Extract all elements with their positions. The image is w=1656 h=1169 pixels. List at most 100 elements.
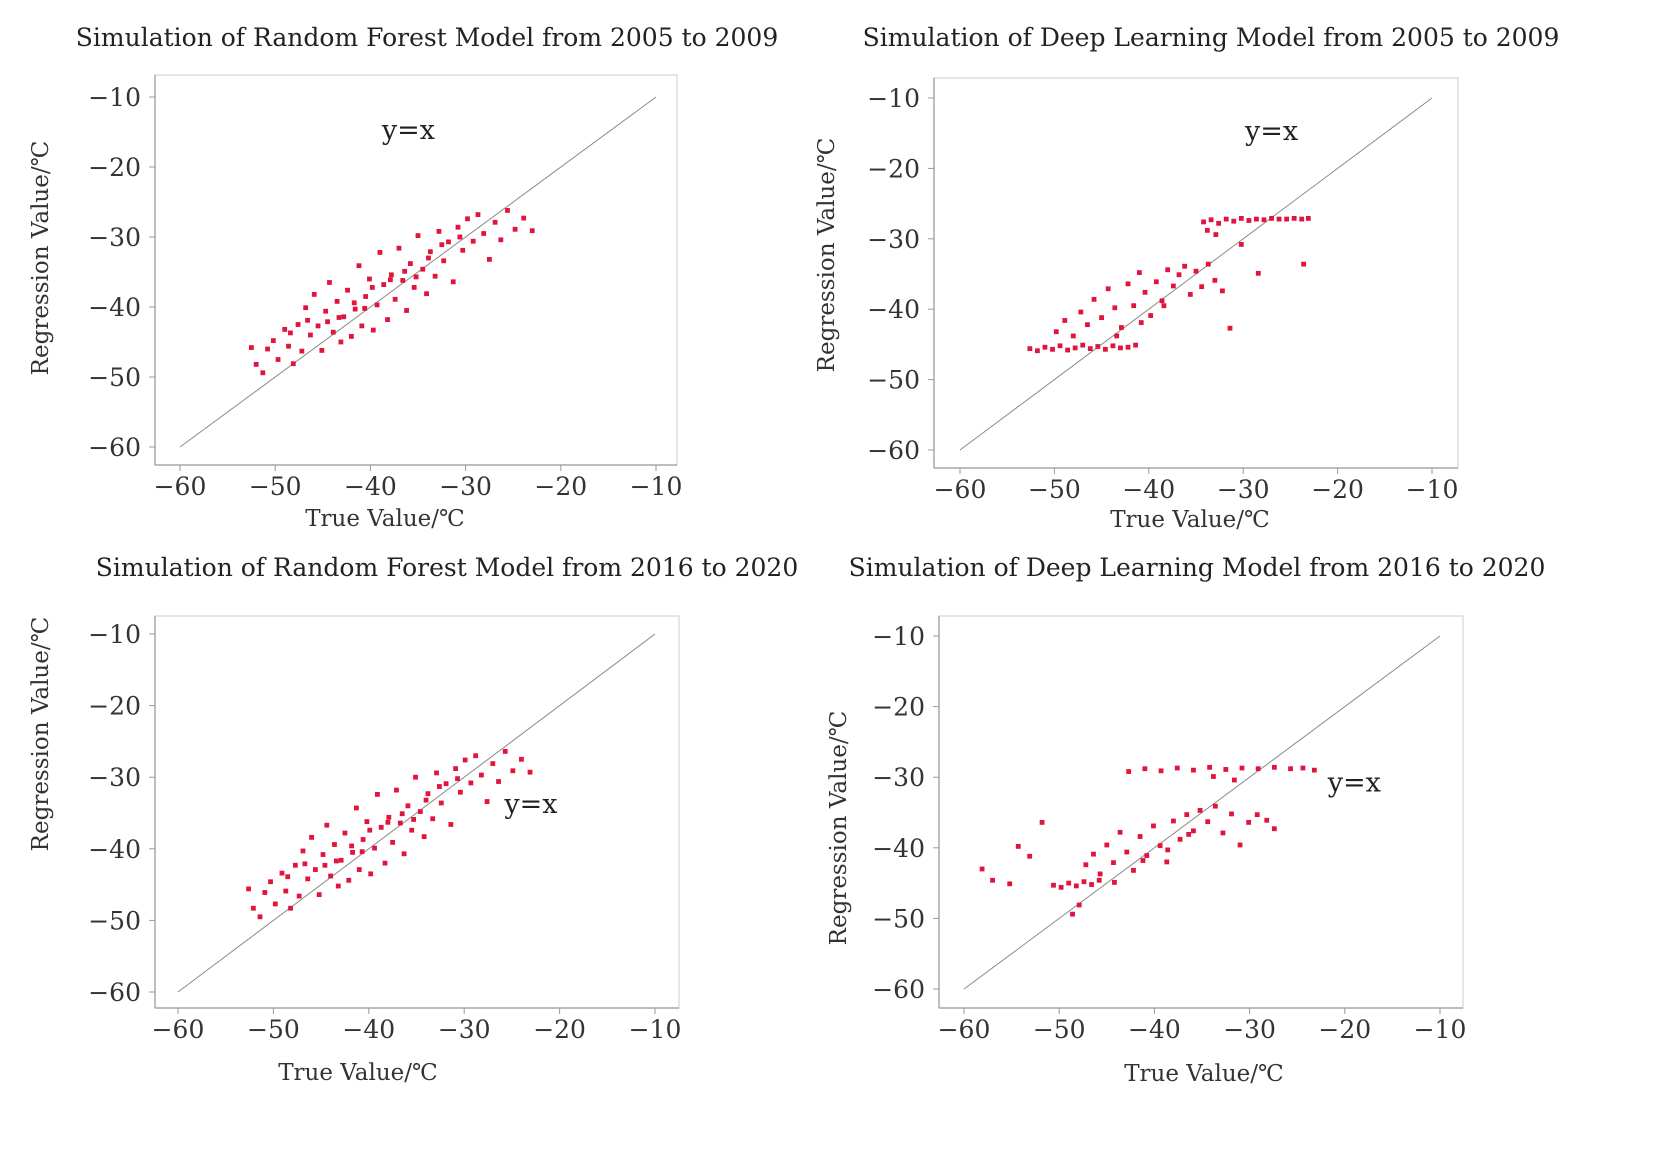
scatter-point: [1288, 766, 1293, 772]
scatter-point: [385, 317, 390, 322]
scatter-point: [1177, 836, 1183, 842]
reference-line-label: y=x: [1244, 116, 1298, 147]
scatter-point: [1087, 346, 1093, 352]
scatter-point: [1220, 830, 1226, 836]
scatter-point: [1269, 215, 1274, 221]
scatter-point: [1112, 305, 1118, 311]
scatter-point: [1027, 853, 1033, 859]
scatter-point: [413, 274, 419, 280]
x-tick-label: −20: [1318, 1015, 1371, 1044]
scatter-point: [462, 757, 468, 763]
scatter-point: [282, 327, 288, 332]
scatter-point: [370, 327, 376, 333]
scatter-point: [356, 867, 362, 872]
scatter-point: [512, 226, 518, 232]
y-axis-label: Regression Value/℃: [28, 141, 54, 376]
y-tick-label: −20: [88, 153, 141, 182]
scatter-point: [1057, 343, 1063, 349]
scatter-point: [272, 901, 278, 907]
y-tick-label: −30: [872, 763, 925, 792]
scatter-point: [308, 332, 313, 338]
scatter-point: [360, 837, 366, 842]
chart-title: Simulation of Random Forest Model from 2…: [76, 23, 778, 52]
x-axis-label: True Value/℃: [278, 1060, 438, 1086]
scatter-point: [1112, 879, 1117, 885]
scatter-point: [1125, 344, 1131, 350]
scatter-point: [336, 315, 342, 320]
scatter-point: [397, 820, 403, 826]
x-tick-label: −40: [342, 1015, 395, 1044]
y-tick-label: −30: [867, 225, 920, 254]
chart-panel-dl-2005-2009: Simulation of Deep Learning Model from 2…: [814, 0, 1656, 584]
scatter-point: [303, 305, 309, 311]
scatter-point: [1035, 348, 1040, 354]
scatter-point: [334, 299, 340, 304]
scatter-chart-rf-2005-2009: Simulation of Random Forest Model from 2…: [28, 23, 778, 532]
scatter-point: [394, 787, 399, 793]
scatter-point: [399, 811, 405, 817]
scatter-point: [432, 273, 438, 279]
scatter-point: [1246, 218, 1252, 223]
x-tick-label: −20: [533, 1015, 586, 1044]
scatter-point: [1058, 884, 1064, 890]
reference-line-y-equals-x: [177, 633, 656, 993]
scatter-point: [502, 749, 508, 754]
scatter-point: [411, 817, 417, 822]
scatter-point: [1271, 826, 1277, 832]
y-axis-label: Regression Value/℃: [28, 617, 54, 852]
x-tick-label: −10: [1406, 475, 1459, 504]
y-tick-label: −50: [872, 904, 925, 933]
scatter-point: [455, 224, 461, 230]
scatter-point: [386, 814, 392, 820]
scatter-point: [1131, 867, 1136, 873]
scatter-point: [1238, 215, 1244, 221]
scatter-point: [387, 277, 393, 283]
scatter-point: [1261, 217, 1267, 223]
scatter-point: [457, 234, 463, 240]
scatter-point: [1140, 858, 1146, 863]
scatter-point: [1223, 767, 1229, 772]
scatter-point: [305, 317, 310, 323]
y-tick-label: −20: [867, 154, 920, 183]
scatter-point: [392, 296, 398, 302]
scatter-point: [305, 876, 311, 882]
scatter-point: [1171, 818, 1176, 824]
scatter-point: [439, 242, 445, 248]
chart-title: Simulation of Random Forest Model from 2…: [96, 553, 798, 582]
scatter-point: [309, 834, 314, 840]
scatter-chart-rf-2016-2020: Simulation of Random Forest Model from 2…: [28, 553, 798, 1086]
scatter-point: [443, 781, 449, 787]
scatter-point: [324, 822, 330, 828]
scatter-point: [1136, 270, 1142, 275]
scatter-point: [430, 816, 436, 822]
scatter-point: [401, 851, 407, 857]
scatter-point: [333, 858, 339, 864]
scatter-point: [519, 756, 524, 762]
scatter-point: [423, 797, 429, 803]
scatter-point: [290, 361, 296, 367]
y-tick-label: −10: [867, 84, 920, 113]
scatter-point: [481, 231, 487, 236]
scatter-point: [1208, 217, 1214, 223]
scatter-point: [1238, 242, 1244, 247]
scatter-point: [1246, 819, 1252, 825]
scatter-points: [979, 764, 1317, 917]
y-axis-label: Regression Value/℃: [826, 711, 852, 946]
scatter-point: [396, 245, 402, 251]
scatter-chart-dl-2005-2009: Simulation of Deep Learning Model from 2…: [814, 23, 1559, 533]
scatter-point: [1158, 768, 1164, 774]
scatter-point: [1213, 232, 1219, 237]
scatter-point: [378, 824, 384, 830]
scatter-point: [448, 822, 454, 827]
scatter-point: [1201, 219, 1206, 225]
x-tick-label: −30: [1223, 1015, 1276, 1044]
scatter-point: [1264, 817, 1270, 823]
scatter-point: [1080, 342, 1086, 348]
x-tick-label: −30: [1217, 475, 1270, 504]
scatter-point: [381, 282, 387, 287]
scatter-point: [1311, 767, 1317, 773]
scatter-point: [295, 322, 301, 327]
scatter-point: [409, 827, 415, 833]
scatter-point: [1118, 345, 1123, 351]
x-tick-label: −10: [1414, 1015, 1467, 1044]
